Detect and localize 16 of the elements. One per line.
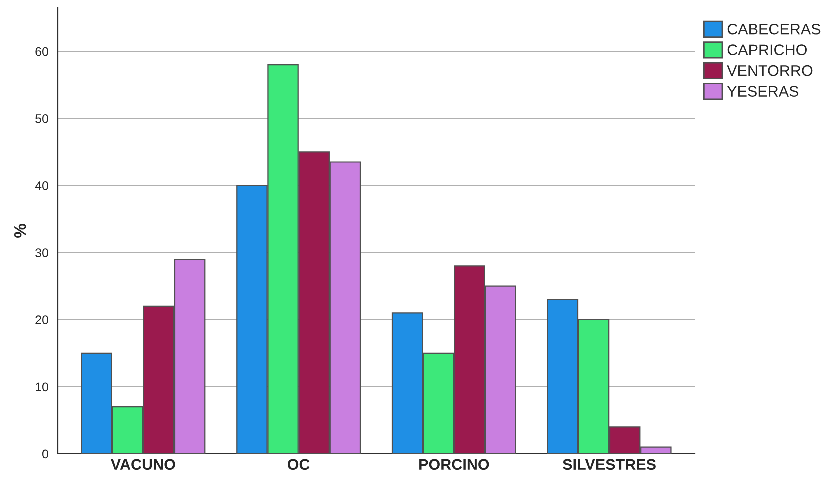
y-axis-title: % <box>14 224 26 238</box>
y-tick-label: 30 <box>36 248 48 258</box>
y-tick-label: 10 <box>36 382 48 392</box>
x-tick-label: PORCINO <box>420 459 490 470</box>
y-tick-label: 40 <box>35 182 48 190</box>
y-tick-label: 0 <box>42 450 48 459</box>
legend-label: VENTORRO <box>727 65 813 76</box>
x-tick-label: OC <box>288 459 310 470</box>
legend-label: CAPRICHO <box>728 44 807 56</box>
x-tick-label: VACUNO <box>111 459 176 470</box>
y-tick-label: 20 <box>36 316 48 325</box>
x-tick-label: SILVESTRES <box>563 459 656 470</box>
y-tick-label: 60 <box>36 47 48 56</box>
y-tick-label: 50 <box>36 114 48 124</box>
legend-label: YESERAS <box>727 86 799 97</box>
legend-label: CABECERAS <box>728 24 821 35</box>
